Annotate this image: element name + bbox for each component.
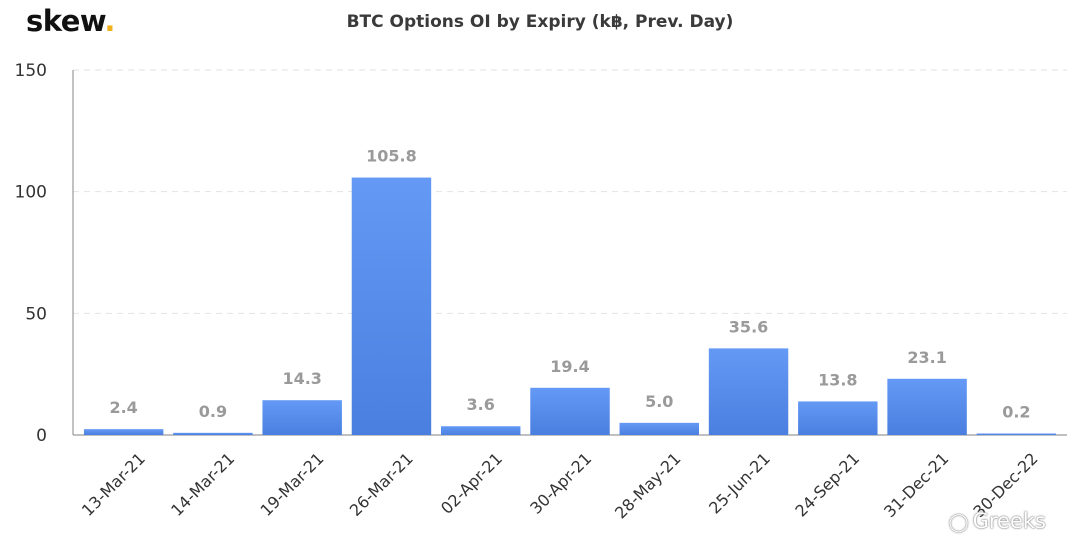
y-tick-label: 150 <box>15 61 47 81</box>
bar-31-dec-21 <box>887 378 967 435</box>
data-label: 2.4 <box>109 398 137 417</box>
data-label: 0.2 <box>1002 403 1030 422</box>
skew-logo: skew. <box>26 4 115 38</box>
watermark-text: Greeks <box>972 509 1046 533</box>
logo-dot: . <box>104 4 115 38</box>
data-label: 0.9 <box>199 402 227 421</box>
x-tick-label: 13-Mar-21 <box>78 449 149 520</box>
x-tick-label: 31-Dec-21 <box>880 449 952 521</box>
bar-28-may-21 <box>619 422 699 435</box>
x-tick-label: 02-Apr-21 <box>437 449 506 518</box>
bar-14-mar-21 <box>173 432 253 435</box>
data-label: 3.6 <box>467 395 495 414</box>
tick-labels: 0 50 100 150 13-Mar-21 14-Mar-21 19-Mar-21 26-M… <box>15 61 1042 522</box>
data-label: 5.0 <box>645 392 673 411</box>
gridlines <box>73 69 1067 314</box>
bar-02-apr-21 <box>441 426 521 435</box>
y-tick-label: 100 <box>15 183 47 203</box>
chart-title: BTC Options OI by Expiry (k฿, Prev. Day) <box>346 12 734 32</box>
x-tick-label: 14-Mar-21 <box>167 449 238 520</box>
bar-24-sep-21 <box>798 401 878 435</box>
wechat-icon: ◯ <box>948 512 969 533</box>
bar-26-mar-21 <box>351 177 432 435</box>
x-tick-label: 19-Mar-21 <box>256 449 327 520</box>
x-tick-label: 25-Jun-21 <box>705 449 774 518</box>
watermark: ◯ Greeks <box>948 509 1046 533</box>
data-label: 19.4 <box>550 357 589 376</box>
bar-30-dec-22 <box>976 433 1057 435</box>
x-tick-label: 24-Sep-21 <box>791 449 863 521</box>
data-label: 14.3 <box>282 369 321 388</box>
x-tick-label: 30-Apr-21 <box>526 449 595 518</box>
bar-19-mar-21 <box>262 400 342 435</box>
data-labels: 2.4 0.9 14.3 105.8 3.6 19.4 5.0 35.6 13.8 23.1 0.2 <box>109 147 1030 422</box>
logo-text: skew <box>26 4 105 38</box>
y-tick-label: 0 <box>36 426 47 446</box>
x-tick-label: 26-Mar-21 <box>346 449 417 520</box>
y-tick-label: 50 <box>25 304 47 324</box>
bar-30-apr-21 <box>530 387 610 435</box>
bar-25-jun-21 <box>708 348 789 435</box>
data-label: 35.6 <box>729 317 768 336</box>
data-label: 13.8 <box>818 370 857 389</box>
bars <box>83 177 1057 435</box>
data-label: 105.8 <box>366 147 417 166</box>
x-tick-label: 28-May-21 <box>611 449 685 523</box>
bar-13-mar-21 <box>83 429 164 435</box>
data-label: 23.1 <box>907 348 946 367</box>
